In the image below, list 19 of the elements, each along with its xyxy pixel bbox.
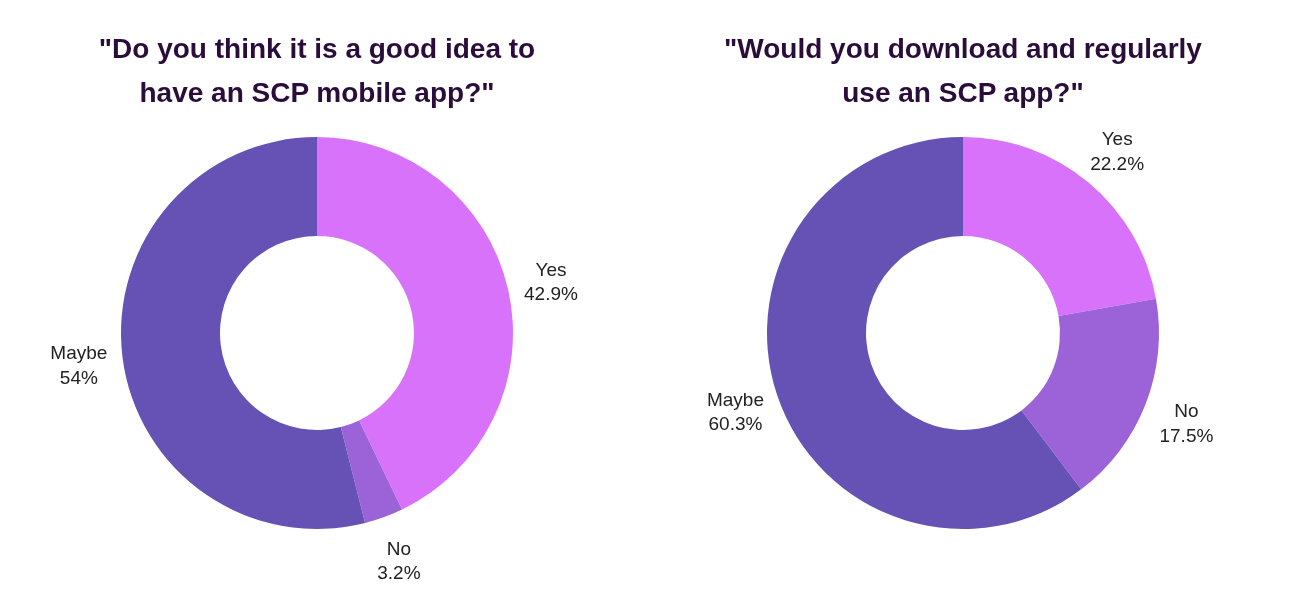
chart-title: "Do you think it is a good idea to have an SCP mobile app?" [98,33,536,108]
donut-slice [121,137,366,529]
data-label: 3.2% [377,562,421,584]
slice-label: Yes [535,258,567,280]
donut-slice [317,137,513,510]
slice-label: Maybe [706,388,764,410]
data-label: 42.9% [524,283,579,305]
slice-label: No [386,537,412,559]
slice-label: No [1174,399,1199,421]
slice-label: Maybe [50,341,108,363]
data-label: 22.2% [1090,152,1145,174]
slice-label: Yes [1101,128,1133,150]
donut-slice [340,420,403,524]
chart-title: "Would you download and regularly use an SCP app?" [724,33,1203,108]
donut-slice [1021,298,1159,490]
data-label: 60.3% [708,413,763,435]
data-label: 17.5% [1159,424,1214,446]
donut-slice [767,137,1082,529]
data-label: 54% [59,366,98,388]
